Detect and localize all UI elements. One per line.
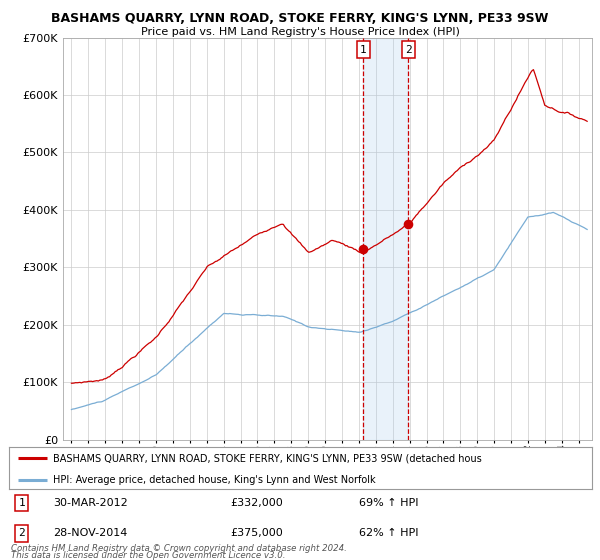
- Text: £375,000: £375,000: [230, 529, 283, 539]
- Text: Price paid vs. HM Land Registry's House Price Index (HPI): Price paid vs. HM Land Registry's House …: [140, 27, 460, 37]
- Text: HPI: Average price, detached house, King's Lynn and West Norfolk: HPI: Average price, detached house, King…: [53, 475, 376, 484]
- Text: 30-MAR-2012: 30-MAR-2012: [53, 498, 127, 508]
- Text: Contains HM Land Registry data © Crown copyright and database right 2024.: Contains HM Land Registry data © Crown c…: [11, 544, 347, 553]
- Text: This data is licensed under the Open Government Licence v3.0.: This data is licensed under the Open Gov…: [11, 551, 286, 560]
- Text: 1: 1: [360, 45, 367, 54]
- Point: [403, 220, 413, 228]
- Text: BASHAMS QUARRY, LYNN ROAD, STOKE FERRY, KING'S LYNN, PE33 9SW (detached hous: BASHAMS QUARRY, LYNN ROAD, STOKE FERRY, …: [53, 453, 481, 463]
- Bar: [363, 38, 408, 440]
- Text: 1: 1: [19, 498, 25, 508]
- Text: £332,000: £332,000: [230, 498, 283, 508]
- Text: 2: 2: [19, 529, 25, 539]
- Text: BASHAMS QUARRY, LYNN ROAD, STOKE FERRY, KING'S LYNN, PE33 9SW: BASHAMS QUARRY, LYNN ROAD, STOKE FERRY, …: [52, 12, 548, 25]
- Text: 62% ↑ HPI: 62% ↑ HPI: [359, 529, 418, 539]
- Text: 2: 2: [405, 45, 412, 54]
- Text: 28-NOV-2014: 28-NOV-2014: [53, 529, 127, 539]
- Point: [358, 244, 368, 253]
- Text: 69% ↑ HPI: 69% ↑ HPI: [359, 498, 418, 508]
